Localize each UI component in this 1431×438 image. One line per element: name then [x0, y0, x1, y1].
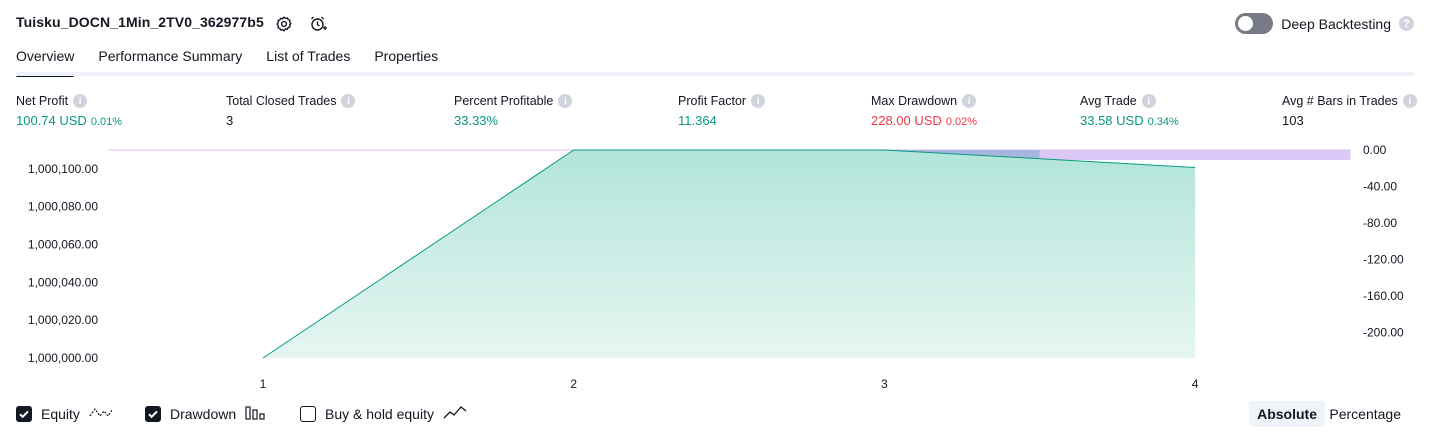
metric-value: 11.364: [678, 113, 717, 128]
metric-label: Avg # Bars in Trades: [1282, 94, 1398, 108]
equity-drawdown-chart[interactable]: 1,000,000.00 1,000,020.00 1,000,040.00 1,00…: [0, 138, 1431, 396]
info-icon[interactable]: i: [751, 94, 766, 108]
tab-overview[interactable]: Overview: [16, 48, 75, 77]
deep-backtesting-label: Deep Backtesting: [1281, 15, 1391, 32]
equity-area: [263, 150, 1196, 358]
x-axis-tick: 2: [570, 377, 577, 391]
metric-label: Avg Trade: [1080, 94, 1137, 108]
legend-buy-hold-label: Buy & hold equity: [325, 405, 434, 422]
percentage-toggle[interactable]: Percentage: [1329, 406, 1401, 422]
tab-divider: [16, 72, 1415, 76]
tab-properties[interactable]: Properties: [374, 48, 439, 64]
metric-label: Max Drawdown: [871, 94, 958, 108]
metric-value: 33.58 USD: [1080, 113, 1144, 128]
metric-percent-profitable: Percent Profitable i 33.33%: [454, 94, 573, 128]
toggle-knob: [1238, 16, 1254, 31]
metric-profit-factor: Profit Factor i 11.364: [678, 94, 766, 128]
deep-backtesting: Deep Backtesting ?: [1235, 13, 1414, 34]
drawdown-checkbox[interactable]: [145, 405, 161, 422]
buy-hold-line-icon: [443, 404, 467, 423]
tab-bar: Overview Performance Summary List of Tra…: [16, 48, 439, 77]
legend-drawdown-label: Drawdown: [170, 405, 237, 422]
absolute-toggle[interactable]: Absolute: [1249, 401, 1325, 427]
tab-list-of-trades[interactable]: List of Trades: [266, 48, 351, 64]
left-axis-tick: 1,000,020.00: [28, 313, 98, 327]
metric-label: Profit Factor: [678, 94, 747, 108]
metric-value: 3: [226, 113, 234, 128]
legend-buy-hold[interactable]: Buy & hold equity: [300, 404, 467, 423]
buy-hold-checkbox[interactable]: [300, 405, 316, 422]
metric-value: 228.00 USD: [871, 113, 942, 128]
metric-percent: 0.01%: [90, 116, 123, 128]
settings-icon[interactable]: [274, 14, 294, 34]
drawdown-bar: [1039, 150, 1351, 160]
right-axis-tick: -40.00: [1363, 179, 1397, 193]
left-axis-tick: 1,000,060.00: [28, 238, 98, 252]
right-axis-tick: 0.00: [1363, 143, 1387, 157]
add-alert-icon[interactable]: [308, 14, 328, 34]
x-axis-tick: 1: [260, 377, 267, 391]
x-axis-tick: 4: [1192, 377, 1199, 391]
right-axis-tick: -160.00: [1363, 289, 1404, 303]
metric-percent: 0.34%: [1147, 116, 1179, 128]
right-axis-tick: -80.00: [1363, 216, 1397, 230]
x-axis-tick: 3: [881, 377, 888, 391]
info-icon[interactable]: i: [1141, 94, 1156, 108]
info-icon[interactable]: i: [341, 94, 356, 108]
metric-percent: 0.02%: [945, 116, 978, 128]
legend-equity-label: Equity: [41, 405, 80, 422]
deep-backtesting-toggle[interactable]: [1235, 13, 1274, 34]
tab-performance-summary[interactable]: Performance Summary: [98, 48, 243, 64]
equity-checkbox[interactable]: [16, 405, 32, 422]
right-axis-tick: -120.00: [1363, 252, 1404, 266]
metric-value: 103: [1282, 113, 1304, 128]
metric-value: 100.74 USD: [16, 113, 87, 128]
legend-equity[interactable]: Equity: [16, 404, 113, 423]
info-icon[interactable]: i: [1402, 94, 1417, 108]
left-axis-tick: 1,000,040.00: [28, 275, 98, 289]
equity-line-icon: [89, 404, 113, 423]
info-icon[interactable]: i: [73, 94, 88, 108]
metric-avg-trade: Avg Trade i 33.58 USD 0.34%: [1080, 94, 1179, 128]
drawdown-bars-icon: [245, 404, 267, 423]
help-icon[interactable]: ?: [1399, 16, 1414, 31]
right-axis-tick: -200.00: [1363, 325, 1404, 339]
left-axis-tick: 1,000,080.00: [28, 200, 98, 214]
metric-max-drawdown: Max Drawdown i 228.00 USD 0.02%: [871, 94, 977, 128]
legend-drawdown[interactable]: Drawdown: [145, 404, 267, 423]
left-axis-tick: 1,000,000.00: [28, 351, 98, 365]
metric-label: Net Profit: [16, 94, 69, 108]
info-icon[interactable]: i: [962, 94, 977, 108]
metric-avg-bars-in-trades: Avg # Bars in Trades i 103: [1282, 94, 1417, 128]
metric-value: 33.33%: [454, 113, 499, 128]
metric-total-closed-trades: Total Closed Trades i 3: [226, 94, 356, 128]
metric-label: Total Closed Trades: [226, 94, 337, 108]
left-axis-tick: 1,000,100.00: [28, 162, 98, 176]
metric-net-profit: Net Profit i 100.74 USD 0.01%: [16, 94, 122, 128]
equity-line: [262, 149, 1196, 359]
info-icon[interactable]: i: [558, 94, 573, 108]
metric-label: Percent Profitable: [454, 94, 554, 108]
strategy-title: Tuisku_DOCN_1Min_2TV0_362977b5: [16, 14, 264, 30]
